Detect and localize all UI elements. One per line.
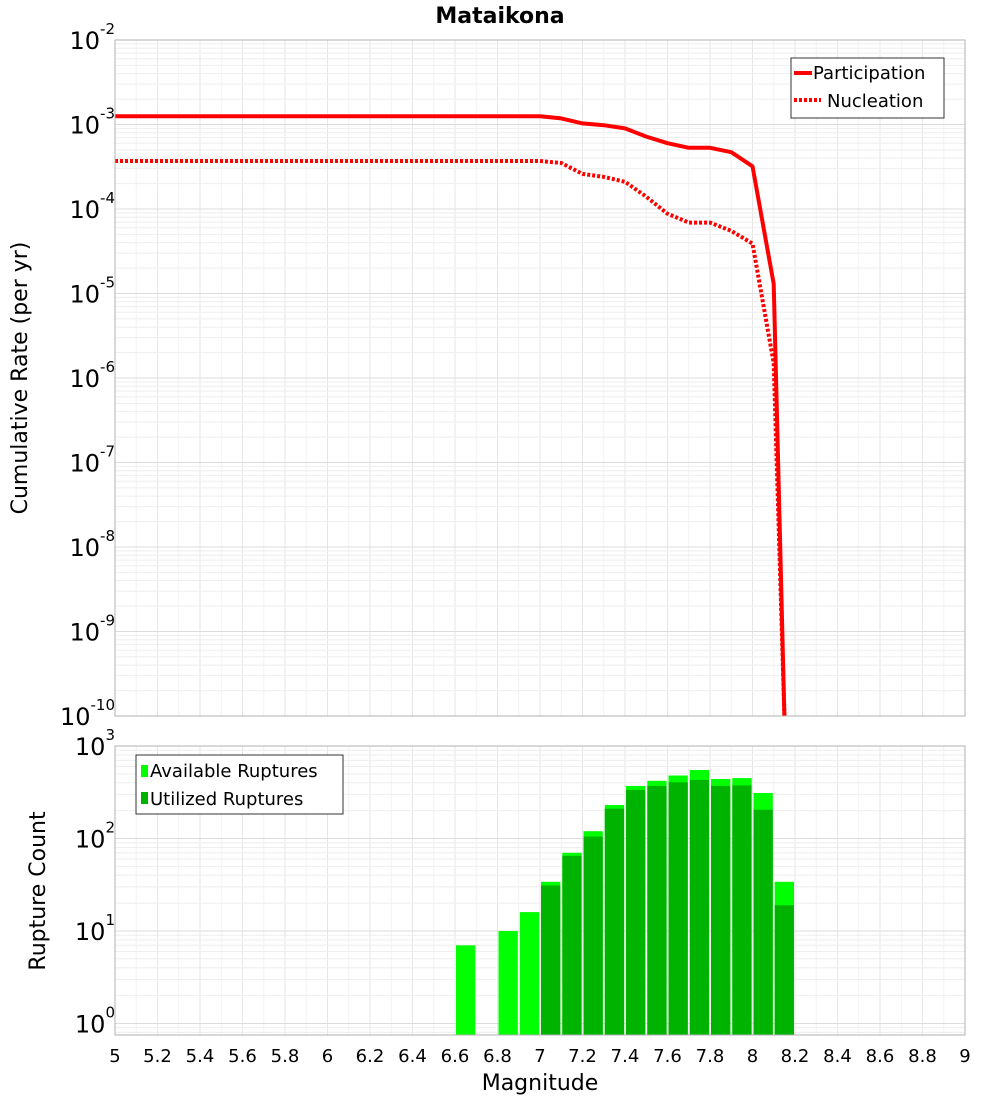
y-tick-label: 10-5 [69,274,115,309]
bar-utilized [753,809,773,1035]
top-plot-frame [114,39,966,717]
legend-available-label: Available Ruptures [150,761,318,782]
bottom-x-tick-labels: 5 5.2 5.4 5.6 5.8 6 6.2 6.4 6.6 6.8 7 7.2 7.4 7.6 7.8 8… [109,1046,970,1067]
top-plot-lines [115,114,787,717]
x-tick-label: 5.6 [228,1046,257,1067]
bottom-legend: Available Ruptures Utilized Ruptures [135,754,344,815]
legend-nucleation-label: Nucleation [827,91,923,112]
x-tick-label: 5.4 [186,1046,215,1067]
y-tick-label: 10-7 [69,443,115,478]
bar-utilized [668,782,688,1035]
y-tick-label: 101 [75,911,115,946]
bar-utilized [711,785,731,1035]
y-tick-label: 10-4 [69,189,115,224]
bar-available [519,912,540,1035]
bar-utilized [541,885,561,1035]
chart-title: Mataikona [435,4,564,29]
bottom-plot-frame [114,745,966,1036]
x-tick-label: 8 [747,1046,758,1067]
bar-utilized [562,855,582,1035]
x-tick-label: 5 [109,1046,120,1067]
legend-participation-label: Participation [813,63,925,84]
legend-utilized-swatch [141,792,148,804]
x-tick-label: 6.4 [398,1046,427,1067]
x-tick-label: 6 [322,1046,333,1067]
legend-available-swatch [141,765,148,777]
y-tick-label: 100 [75,1003,115,1038]
x-tick-label: 8.6 [866,1046,895,1067]
top-legend-box [790,57,945,119]
bottom-legend-box [135,754,344,815]
bar-utilized [774,905,794,1035]
top-y-tick-labels: 10-10 10-9 10-8 10-7 10-6 10-5 10-4 10-3 10-2 [60,20,115,731]
y-tick-label: 102 [75,818,115,853]
x-tick-label: 7.4 [611,1046,640,1067]
bar-utilized [647,785,667,1035]
bottom-bars [456,770,794,1035]
x-tick-label: 7.8 [696,1046,725,1067]
series-line-participation [115,114,787,717]
y-tick-label: 10-3 [69,105,115,140]
series-line-nucleation [115,159,787,717]
bar-utilized [689,779,710,1035]
x-tick-label: 8.4 [823,1046,852,1067]
x-tick-label: 7 [534,1046,545,1067]
bar-utilized [732,785,752,1035]
top-grid [114,39,966,717]
x-tick-label: 8.2 [781,1046,810,1067]
x-axis-label: Magnitude [482,1071,599,1096]
bottom-y-tick-labels: 100 101 102 103 [75,726,115,1038]
x-tick-label: 9 [959,1046,970,1067]
x-tick-label: 5.8 [271,1046,300,1067]
top-legend: Participation Nucleation [790,57,945,119]
bar-available [498,931,518,1035]
x-tick-label: 6.8 [483,1046,512,1067]
x-tick-label: 8.8 [908,1046,937,1067]
y-tick-label: 10-2 [69,20,115,55]
legend-utilized-label: Utilized Ruptures [150,789,303,810]
bar-available [456,945,476,1035]
y-tick-label: 10-10 [60,696,115,731]
bar-utilized [583,836,603,1035]
top-y-axis-label: Cumulative Rate (per yr) [8,242,33,515]
y-tick-label: 10-9 [69,612,115,647]
x-tick-label: 6.2 [356,1046,385,1067]
x-tick-label: 6.6 [441,1046,470,1067]
y-tick-label: 103 [75,726,115,761]
y-tick-label: 10-8 [69,527,115,562]
x-tick-label: 5.2 [143,1046,172,1067]
y-tick-label: 10-6 [69,358,115,393]
x-tick-label: 7.6 [653,1046,682,1067]
x-tick-label: 7.2 [568,1046,597,1067]
bar-utilized [626,789,646,1035]
bar-utilized [604,808,625,1035]
bottom-y-axis-label: Rupture Count [26,811,51,971]
